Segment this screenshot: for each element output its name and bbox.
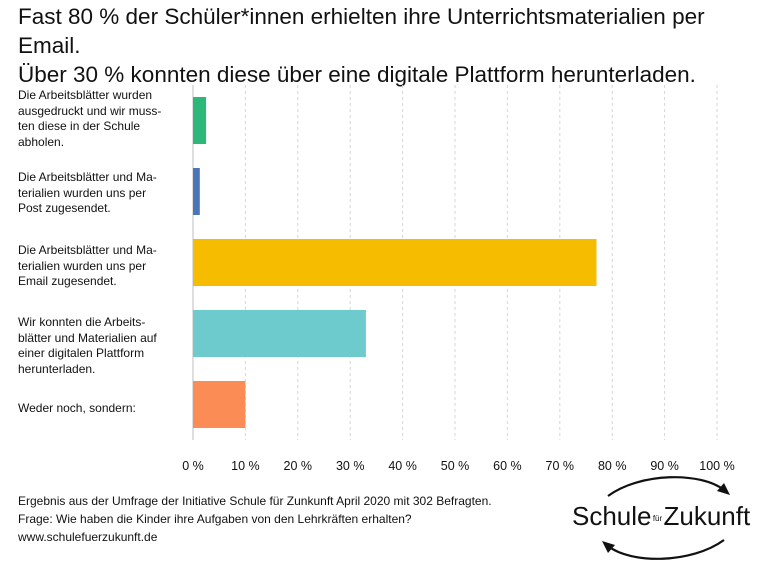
x-tick-label: 30 %: [336, 459, 365, 473]
logo-word-zukunft: Zukunft: [663, 501, 751, 531]
x-tick-labels: 0 % 10 % 20 % 30 % 40 % 50 % 60 % 70 % 80 % 90 % 1…: [182, 459, 735, 473]
footer: Ergebnis aus der Umfrage der Initiative …: [18, 492, 492, 546]
title-line-2: Über 30 % konnten diese über eine digita…: [18, 62, 696, 87]
chart-title: Fast 80 % der Schüler*innen erhielten ih…: [18, 2, 758, 89]
bar-0: [193, 97, 207, 144]
x-tick-label: 70 %: [546, 459, 575, 473]
category-label-printed-collect: Die Arbeitsblätter wurden ausgedruckt und…: [18, 88, 162, 149]
x-tick-label: 60 %: [493, 459, 522, 473]
x-tick-label: 20 %: [284, 459, 313, 473]
category-label-post: Die Arbeitsblätter und Ma-terialien wurd…: [18, 170, 157, 215]
schule-fuer-zukunft-logo: SchulefürZukunft: [566, 474, 766, 564]
x-tick-label: 100 %: [699, 459, 734, 473]
x-tick-label: 10 %: [231, 459, 260, 473]
bar-3: [193, 310, 366, 357]
grid-lines: [192, 85, 718, 440]
x-tick-label: 80 %: [598, 459, 627, 473]
x-tick-label: 0 %: [182, 459, 204, 473]
category-label-platform: Wir konnten die Arbeits-blätter und Mate…: [18, 315, 157, 376]
logo-wordmark: SchulefürZukunft: [572, 500, 750, 532]
bar-chart: 0 % 10 % 20 % 30 % 40 % 50 % 60 % 70 % 80 % 90 % 1…: [182, 85, 735, 473]
category-label-other: Weder noch, sondern:: [18, 401, 136, 415]
footer-url: www.schulefuerzukunft.de: [18, 530, 158, 544]
logo-word-fuer: für: [652, 513, 663, 523]
logo-arrows: [602, 476, 730, 560]
footer-line-1: Ergebnis aus der Umfrage der Initiative …: [18, 494, 492, 508]
title-line-1: Fast 80 % der Schüler*innen erhielten ih…: [18, 4, 705, 58]
bars: [193, 97, 597, 428]
x-tick-label: 90 %: [650, 459, 679, 473]
category-label-email: Die Arbeitsblätter und Ma-terialien wurd…: [18, 243, 157, 288]
bar-2: [193, 239, 597, 286]
bar-1: [193, 168, 200, 215]
x-tick-label: 50 %: [441, 459, 470, 473]
x-tick-label: 40 %: [388, 459, 417, 473]
logo-word-schule: Schule: [572, 501, 652, 531]
footer-line-2: Frage: Wie haben die Kinder ihre Aufgabe…: [18, 512, 412, 526]
bar-4: [193, 381, 246, 428]
